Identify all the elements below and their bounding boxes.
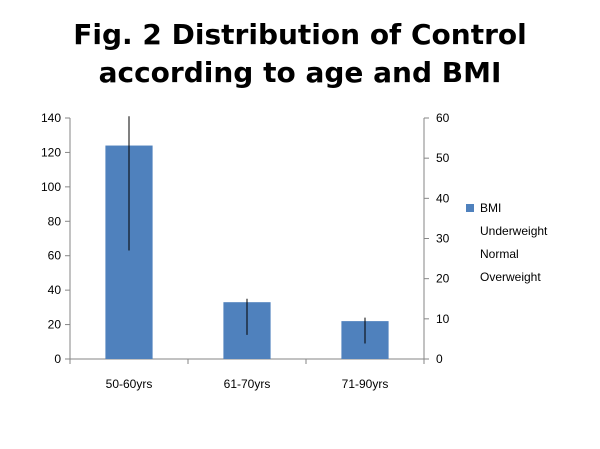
legend-swatch (466, 203, 474, 212)
y-right-tick-label: 50 (436, 151, 450, 165)
y-left-tick-label: 20 (48, 318, 62, 332)
legend-label-underweight: Underweight (480, 223, 548, 238)
y-right-tick-label: 20 (436, 272, 450, 286)
chart-title-line-1: Fig. 2 Distribution of Control (73, 18, 527, 51)
y-left-tick-label: 80 (48, 214, 62, 228)
y-right-tick-label: 30 (436, 232, 450, 246)
y-right-tick-label: 60 (436, 111, 450, 125)
y-right-tick-label: 40 (436, 191, 450, 205)
legend-label-series: BMI (480, 200, 502, 215)
chart-title-line-2: according to age and BMI (98, 56, 502, 89)
legend-label-overweight: Overweight (480, 269, 541, 284)
y-right-tick-label: 10 (436, 312, 450, 326)
x-tick-label: 50-60yrs (106, 377, 153, 391)
legend-item-normal: Normal (466, 242, 547, 265)
x-tick-label: 61-70yrs (224, 377, 271, 391)
y-left-tick-label: 60 (48, 249, 62, 263)
y-left-tick-label: 120 (41, 145, 61, 159)
y-left-tick-label: 140 (41, 111, 61, 125)
legend-label-normal: Normal (480, 246, 519, 261)
legend-item-overweight: Overweight (466, 265, 547, 288)
chart-title: Fig. 2 Distribution of Control according… (0, 16, 600, 92)
x-tick-label: 71-90yrs (342, 377, 389, 391)
y-left-tick-label: 100 (41, 180, 61, 194)
legend-item-underweight: Underweight (466, 219, 547, 242)
legend-item-series: BMI (466, 196, 547, 219)
y-left-tick-label: 40 (48, 283, 62, 297)
y-left-tick-label: 0 (54, 352, 61, 366)
y-right-tick-label: 0 (436, 352, 443, 366)
legend: BMI Underweight Normal Overweight (466, 196, 547, 288)
